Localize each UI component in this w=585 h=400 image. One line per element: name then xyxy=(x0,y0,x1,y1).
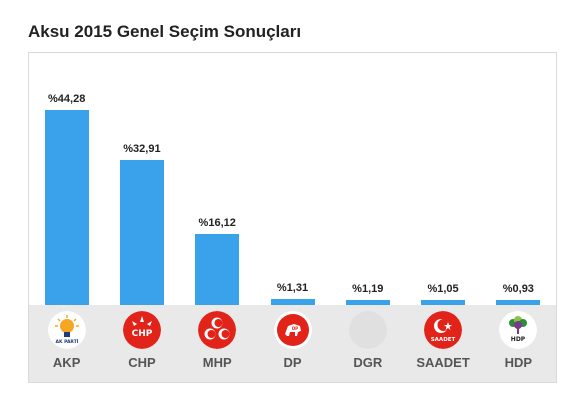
bar-saadet xyxy=(421,300,466,305)
value-label-hdp: %0,93 xyxy=(502,283,534,295)
plot-area: %44,28 %32,91 %16,12 %1,31 %1,19 %1,05 %… xyxy=(29,53,556,305)
category-band: AK PARTİ CHP xyxy=(29,305,556,382)
svg-text:HDP: HDP xyxy=(511,336,526,343)
svg-text:AK PARTİ: AK PARTİ xyxy=(55,338,78,345)
bar-chart: %44,28 %32,91 %16,12 %1,31 %1,19 %1,05 %… xyxy=(28,52,557,383)
category-label-dgr: DGR xyxy=(353,355,383,370)
saadet-logo-icon: SAADET xyxy=(424,311,463,349)
svg-text:SAADET: SAADET xyxy=(431,337,456,343)
bar-hdp xyxy=(496,300,541,305)
category-label-hdp: HDP xyxy=(504,355,533,370)
bar-dp xyxy=(270,299,315,305)
value-label-chp: %32,91 xyxy=(123,143,161,156)
svg-text:DP: DP xyxy=(291,326,297,331)
akp-logo-icon: AK PARTİ xyxy=(47,311,86,349)
category-label-chp: CHP xyxy=(128,355,156,370)
category-label-dp: DP xyxy=(283,355,302,370)
dgr-logo-icon xyxy=(348,311,387,349)
bar-chp xyxy=(119,160,164,305)
bar-mhp xyxy=(195,234,240,305)
chp-logo-icon: CHP xyxy=(122,311,161,349)
svg-text:CHP: CHP xyxy=(132,329,153,339)
value-label-akp: %44,28 xyxy=(48,93,86,106)
category-label-saadet: SAADET xyxy=(416,355,470,370)
dp-logo-icon: DP xyxy=(273,311,312,349)
value-label-mhp: %16,12 xyxy=(198,217,236,230)
hdp-logo-icon: HDP xyxy=(499,311,538,349)
value-label-dp: %1,31 xyxy=(276,282,309,295)
value-label-saadet: %1,05 xyxy=(427,283,459,295)
category-label-akp: AKP xyxy=(52,355,81,370)
chart-title: Aksu 2015 Genel Seçim Sonuçları xyxy=(28,22,302,41)
bar-akp xyxy=(44,110,89,305)
category-label-mhp: MHP xyxy=(202,355,232,370)
bar-dgr xyxy=(345,299,390,305)
mhp-logo-icon xyxy=(198,311,237,349)
value-label-dgr: %1,19 xyxy=(352,282,384,295)
